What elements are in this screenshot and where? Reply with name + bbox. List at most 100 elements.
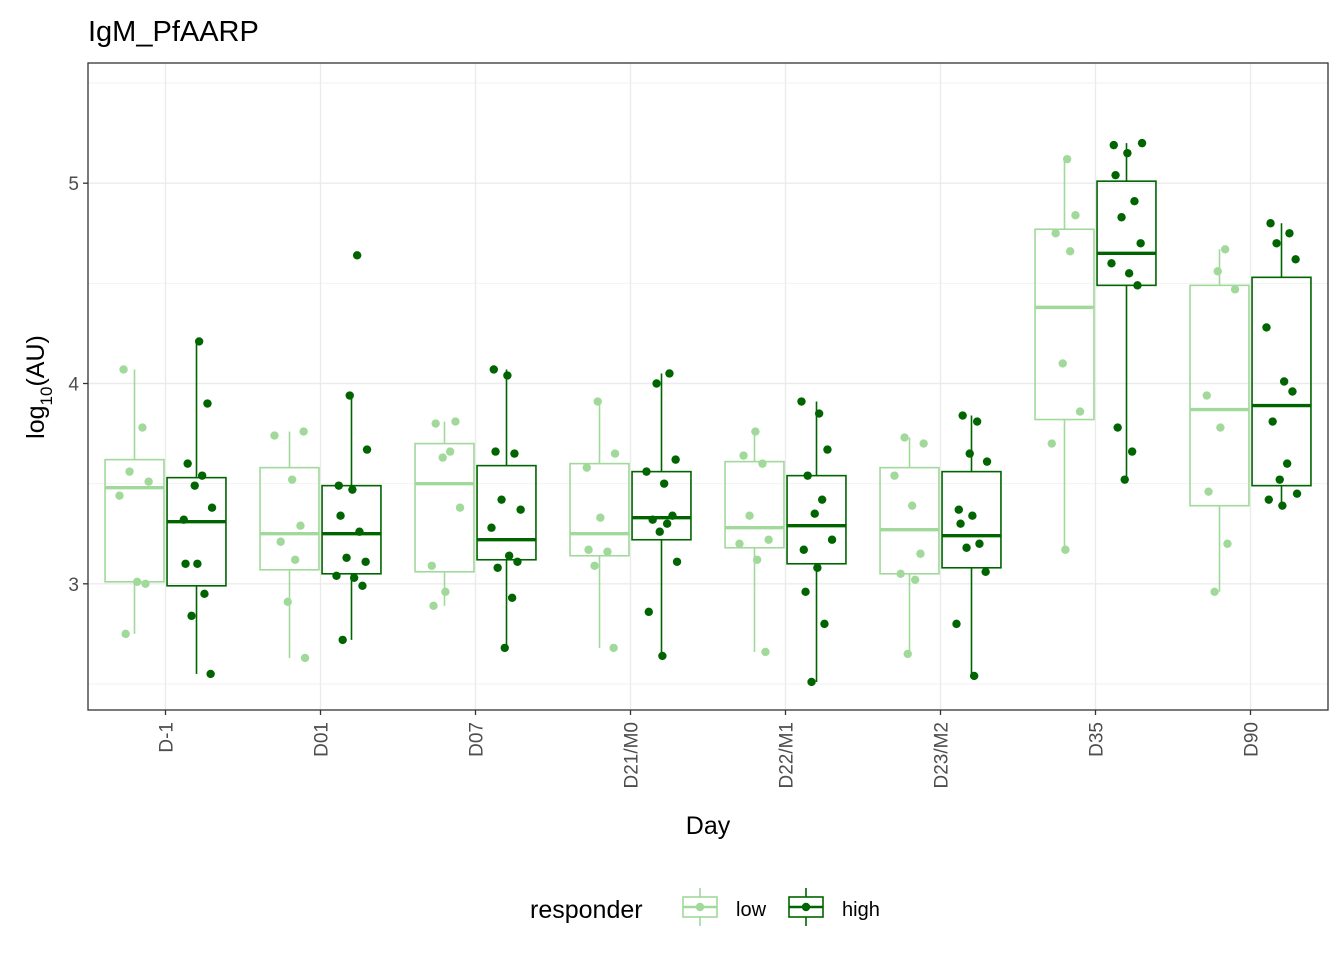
point-high xyxy=(1282,459,1292,468)
point-high xyxy=(975,539,984,548)
x-tick-label: D22/M1 xyxy=(777,722,798,789)
box-iqr xyxy=(1096,180,1157,287)
point-high xyxy=(1109,140,1118,150)
point-high xyxy=(1279,377,1289,386)
point-low xyxy=(1058,359,1067,368)
point-high xyxy=(659,479,669,488)
point-low xyxy=(1202,391,1211,400)
point-high xyxy=(187,611,196,621)
point-high xyxy=(962,543,971,552)
legend: responder low high xyxy=(530,888,880,926)
point-high xyxy=(1292,489,1302,498)
y-axis: 3 4 5 xyxy=(68,174,88,596)
point-high xyxy=(814,409,824,418)
legend-key-point xyxy=(695,902,705,912)
point-low xyxy=(590,561,599,570)
box-iqr xyxy=(631,470,692,541)
point-low xyxy=(438,453,447,462)
point-high xyxy=(510,449,519,458)
point-high xyxy=(348,485,357,494)
point-low xyxy=(1210,587,1219,597)
point-high xyxy=(665,369,674,378)
point-high xyxy=(491,447,500,456)
point-high xyxy=(352,251,362,260)
point-low xyxy=(141,579,150,589)
point-high xyxy=(362,445,372,454)
plot-border xyxy=(87,62,1329,711)
point-low xyxy=(1213,267,1222,276)
point-low xyxy=(593,397,602,406)
point-high xyxy=(361,557,370,566)
point-low xyxy=(610,449,620,458)
x-tick-label: D07 xyxy=(467,722,488,757)
point-low xyxy=(745,511,754,520)
point-low xyxy=(270,431,279,440)
point-high xyxy=(799,545,808,554)
point-low xyxy=(276,537,285,546)
point-low xyxy=(758,459,767,468)
box-iqr xyxy=(1189,284,1250,507)
point-high xyxy=(183,459,192,468)
box-iqr xyxy=(1034,228,1095,421)
point-low xyxy=(751,427,760,436)
point-high xyxy=(827,535,837,544)
point-high xyxy=(803,471,812,480)
y-tick-label: 5 xyxy=(68,174,79,195)
box-iqr xyxy=(941,470,1002,569)
point-high xyxy=(1127,447,1137,456)
box-iqr xyxy=(569,462,630,557)
box-high-D35 xyxy=(1096,143,1157,480)
box-iqr xyxy=(724,460,785,549)
x-tick-label: D21/M0 xyxy=(622,722,643,789)
point-high xyxy=(797,397,806,406)
point-high xyxy=(668,511,677,520)
box-iqr xyxy=(166,476,227,587)
x-tick-label: D-1 xyxy=(157,722,178,753)
point-high xyxy=(1264,495,1273,504)
y-tick-label: 3 xyxy=(68,575,79,596)
box-plots xyxy=(104,143,1312,682)
point-low xyxy=(287,475,297,484)
point-high xyxy=(1136,239,1145,248)
box-high-D21/M0 xyxy=(631,373,692,656)
box-low-D22/M1 xyxy=(724,431,785,652)
data-points xyxy=(115,138,1302,687)
point-high xyxy=(1275,475,1284,484)
point-high xyxy=(507,593,517,603)
y-axis-title: log10(AU) xyxy=(22,335,56,439)
point-high xyxy=(1268,417,1277,426)
point-high xyxy=(493,563,502,572)
point-low xyxy=(735,539,744,548)
point-high xyxy=(954,505,963,514)
point-low xyxy=(603,547,612,556)
point-low xyxy=(299,427,308,436)
point-high xyxy=(672,557,682,566)
point-high xyxy=(972,417,982,426)
point-high xyxy=(207,503,217,512)
point-high xyxy=(1111,170,1120,180)
point-high xyxy=(1133,281,1142,290)
x-axis: D-1 D01 D07 D21/M0 D22/M1 D23/M2 D35 D90 xyxy=(157,710,1263,789)
point-high xyxy=(203,399,212,408)
x-tick-label: D90 xyxy=(1242,722,1263,757)
point-high xyxy=(1123,148,1132,158)
box-low-D01 xyxy=(259,431,320,658)
y-axis-title-rest: (AU) xyxy=(22,335,50,386)
legend-label-low: low xyxy=(736,899,767,921)
point-low xyxy=(283,597,292,607)
point-low xyxy=(1216,423,1225,432)
box-iqr xyxy=(476,464,537,561)
point-low xyxy=(290,555,300,564)
grid-lines xyxy=(88,63,1328,710)
point-high xyxy=(956,519,965,528)
box-low-D07 xyxy=(414,421,475,606)
point-high xyxy=(644,607,653,617)
point-high xyxy=(642,467,651,476)
box-high-D07 xyxy=(476,369,537,648)
point-high xyxy=(1288,387,1297,396)
point-low xyxy=(582,463,591,472)
box-iqr xyxy=(414,442,475,573)
point-high xyxy=(807,677,816,687)
point-high xyxy=(1117,213,1126,222)
